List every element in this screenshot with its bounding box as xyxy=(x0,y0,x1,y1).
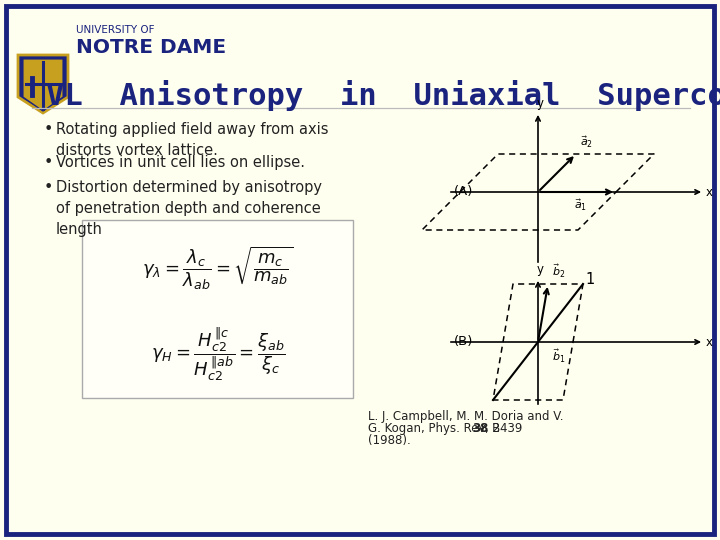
Text: NOTRE DAME: NOTRE DAME xyxy=(76,38,226,57)
Text: $\vec{a}_1$: $\vec{a}_1$ xyxy=(575,197,588,213)
Text: •: • xyxy=(44,180,53,195)
Text: 38: 38 xyxy=(472,422,488,435)
Text: (A): (A) xyxy=(454,186,473,199)
Text: , 2439: , 2439 xyxy=(485,422,523,435)
Text: $\vec{b}_2$: $\vec{b}_2$ xyxy=(552,262,565,280)
Text: $\vec{a}_2$: $\vec{a}_2$ xyxy=(580,134,593,150)
Text: y: y xyxy=(536,97,544,110)
Text: (1988).: (1988). xyxy=(368,434,410,447)
FancyBboxPatch shape xyxy=(82,220,353,398)
Text: Distortion determined by anisotropy
of penetration depth and coherence
length: Distortion determined by anisotropy of p… xyxy=(56,180,322,237)
Text: L. J. Campbell, M. M. Doria and V.: L. J. Campbell, M. M. Doria and V. xyxy=(368,410,564,423)
Text: UNIVERSITY OF: UNIVERSITY OF xyxy=(76,25,155,35)
Text: Rotating applied field away from axis
distorts vortex lattice.: Rotating applied field away from axis di… xyxy=(56,122,328,158)
Text: $\gamma_{\lambda} = \dfrac{\lambda_c}{\lambda_{ab}} = \sqrt{\dfrac{m_c}{m_{ab}}}: $\gamma_{\lambda} = \dfrac{\lambda_c}{\l… xyxy=(143,245,294,292)
Text: y: y xyxy=(536,263,544,276)
Polygon shape xyxy=(23,59,63,111)
Text: $\vec{b}_1$: $\vec{b}_1$ xyxy=(552,347,566,365)
Text: G. Kogan, Phys. Rev. B: G. Kogan, Phys. Rev. B xyxy=(368,422,504,435)
Text: $\gamma_{H} = \dfrac{H_{c2}^{\,\|c}}{H_{c2}^{\,\|ab}} = \dfrac{\xi_{ab}}{\xi_c}$: $\gamma_{H} = \dfrac{H_{c2}^{\,\|c}}{H_{… xyxy=(150,325,285,383)
Text: 1: 1 xyxy=(585,272,595,287)
Text: (B): (B) xyxy=(454,335,473,348)
Text: Vortices in unit cell lies on ellipse.: Vortices in unit cell lies on ellipse. xyxy=(56,155,305,170)
Text: VL  Anisotropy  in  Uniaxial  Superconductors: VL Anisotropy in Uniaxial Superconductor… xyxy=(46,80,720,111)
FancyBboxPatch shape xyxy=(6,6,714,534)
Text: x: x xyxy=(706,186,713,199)
Text: •: • xyxy=(44,122,53,137)
Text: •: • xyxy=(44,155,53,170)
Text: x: x xyxy=(706,335,713,348)
Polygon shape xyxy=(18,55,68,113)
